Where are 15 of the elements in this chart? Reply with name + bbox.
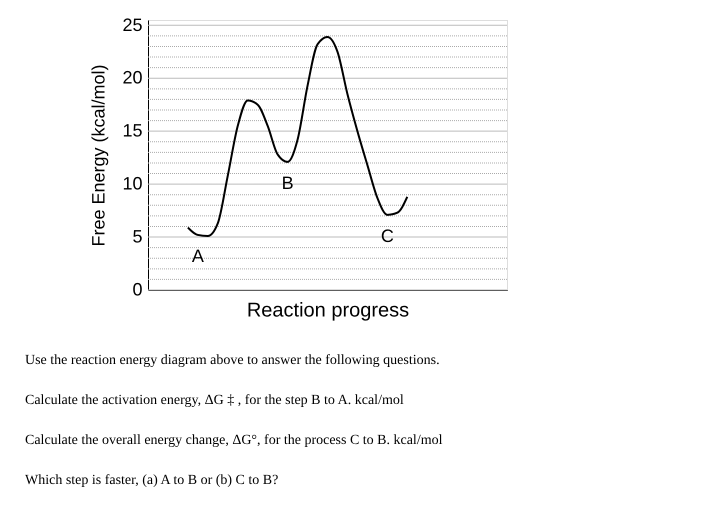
data-label: A	[192, 246, 204, 266]
data-label: C	[380, 226, 394, 246]
text: Use the reaction energy diagram above to answer the following questions.	[25, 353, 440, 368]
y-tick-label: 0	[132, 280, 142, 300]
y-tick-label: 15	[122, 120, 142, 141]
text: Which step is faster, (a) A to B or (b) C to B?	[25, 473, 278, 488]
y-tick-label: 5	[132, 226, 142, 247]
y-tick-label: 25	[122, 14, 142, 35]
text: Calculate the activation energy, ΔG ‡ , for the step B to A. kcal/mol	[25, 393, 404, 408]
text: Calculate the overall energy change, ΔG°, for the process C to B. kcal/mol	[25, 433, 443, 448]
x-axis-title: Reaction progress	[246, 300, 410, 322]
y-axis-title: Free Energy (kcal/mol)	[88, 64, 108, 247]
data-label: B	[282, 172, 294, 193]
y-tick-label: 10	[122, 174, 142, 194]
y-tick-label: 20	[122, 68, 142, 88]
